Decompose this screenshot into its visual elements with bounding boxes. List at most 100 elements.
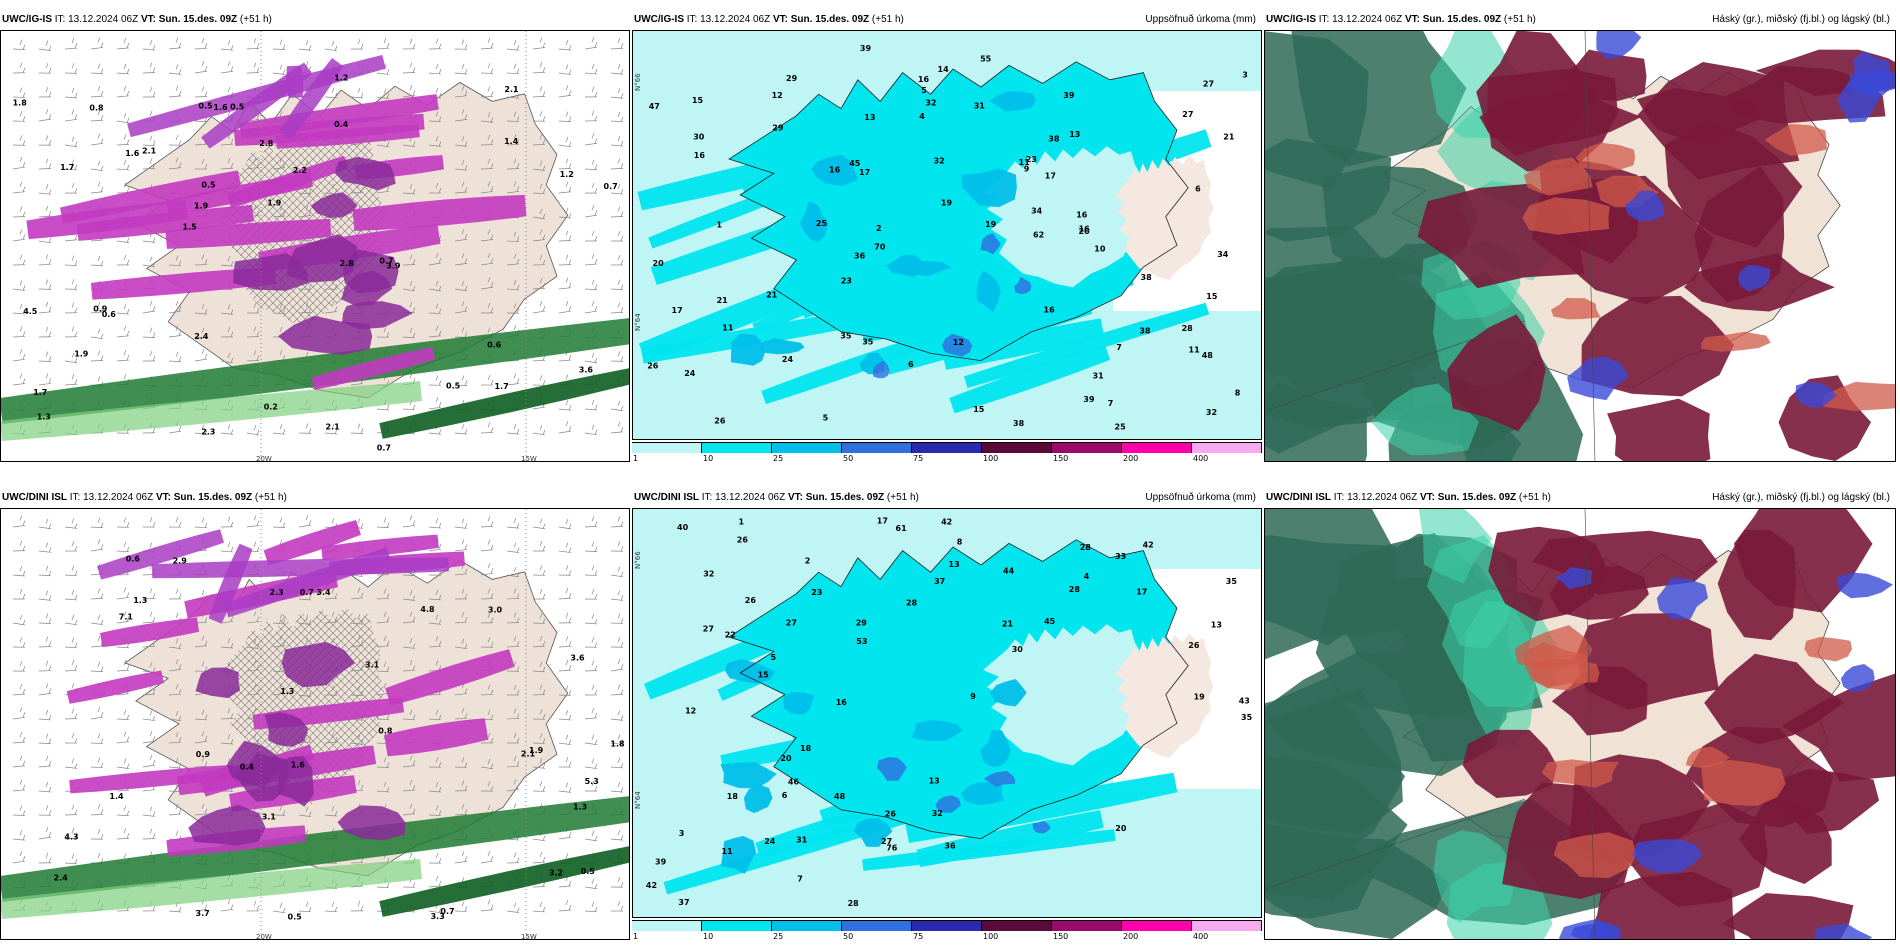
precip-low-east [983,624,1147,766]
value-label: 0.2 [264,403,278,412]
value-label: 21 [717,296,729,305]
precip-core-25 [980,729,1011,767]
precip-core-25 [783,692,815,715]
value-label: 39 [1063,91,1075,100]
high-cloud [1447,314,1546,432]
cloud-map [1265,31,1895,461]
mid-cloud-blue [1836,572,1893,599]
value-label: 7 [1116,343,1122,352]
low-cloud [1302,256,1457,385]
value-label: 0.6 [487,340,502,349]
value-label: 12 [953,338,964,347]
mid-cloud [1522,197,1610,235]
value-label: 5.3 [585,777,599,786]
value-label: 18 [727,792,739,801]
value-label: 43 [1239,697,1250,706]
value-label: 1.3 [37,412,51,421]
value-label: 3.0 [488,605,503,614]
value-label: 42 [1143,541,1154,550]
map-view[interactable]: 13 11 17 21 13 28 17 32 40 32 27 28 26 31 39 28 37 16 26 18… [632,508,1262,918]
value-label: 2.3 [201,428,215,437]
colorbar-tick: 1 [633,454,639,463]
value-label: 31 [796,835,808,844]
value-label: 20 [780,754,792,763]
value-label: 19 [941,199,953,208]
value-label: 34 [1217,250,1229,259]
precip-core [281,641,356,688]
mid-cloud-blue [1840,664,1875,692]
value-label: 0.9 [196,750,211,759]
value-label: 5 [921,86,927,95]
land-dry [1115,155,1214,280]
high-cloud [1607,398,1711,461]
value-label: 35 [1226,577,1238,586]
value-label: 39 [655,858,667,867]
wind-precip-map: 0.6 2.1 0.5 1.2 1.9 1.3 1.7 0.7 2.1 1.5 0.4 1.7 0.5 2… [1,31,629,461]
value-label: 7 [1108,399,1114,408]
precip-band-magenta [76,204,254,241]
value-label: 2.2 [293,166,307,175]
high-cloud [1575,613,1719,710]
precip-core-50 [983,771,1016,787]
value-label: 2 [805,557,811,566]
panel-title: UWC/IG-IS IT: 13.12.2024 06Z VT: Sun. 15… [2,14,272,25]
value-label: 45 [1044,617,1056,626]
value-label: 26 [737,536,749,545]
value-label: 4.5 [23,307,38,316]
map-view[interactable] [1264,30,1896,462]
precip-band-green [1,796,629,902]
panel-bottom-wind: UWC/DINI ISL IT: 13.12.2024 06Z VT: Sun.… [0,488,630,940]
precip-colorbar: 1 10 25 50 75 100 150 200 400 [632,442,1262,463]
map-view[interactable] [1264,508,1896,940]
value-label: 3.6 [579,365,594,374]
value-label: 8 [1235,389,1241,398]
precip-band-lightgreen [1,859,422,919]
value-label: 48 [834,792,846,801]
value-label: 17 [1136,588,1147,597]
grid-line [1265,798,1526,890]
precip-core [337,805,406,841]
colorbar-tick: 200 [1123,454,1139,463]
value-label: 1.8 [610,739,625,748]
mid-cloud-blue [1813,923,1873,939]
value-label: 0.6 [126,554,141,563]
colorbar-swatch [702,443,772,453]
colorbar-tick: 25 [773,454,784,463]
precip-band-north [223,547,392,618]
value-label: 30 [693,133,705,142]
map-view[interactable]: 1.3 4.3 2.1 3.0 3.1 3.4 3.6 2.4 1.3 0.5 0.4 1.6 7.1 4… [0,508,630,940]
map-view[interactable]: 19 21 24 16 26 38 17 29 27 11 15 36 39 32 21 17 26 38 29 34… [632,30,1262,440]
panel-variable-title: Háský (gr.), miðský (fj.bl.) og lágský (… [1712,492,1890,503]
value-label: 0.7 [377,443,391,452]
mid-cloud-blue [1632,839,1703,873]
value-label: 48 [1202,351,1214,360]
value-label: 12 [772,91,783,100]
value-label: 32 [934,156,945,165]
colorbar-tick: 50 [843,932,854,941]
precip-band-magenta [165,218,332,249]
colorbar-swatch [982,443,1052,453]
value-label: 16 [694,151,706,160]
value-label: 21 [1223,133,1235,142]
value-label: 27 [1203,80,1214,89]
value-label: 16 [836,698,848,707]
mid-cloud [1576,142,1636,171]
value-label: 17 [859,168,870,177]
value-label: 1.9 [529,746,544,755]
value-label: 17 [877,517,888,526]
value-label: 4 [1084,572,1090,581]
value-label: 13 [1211,621,1222,630]
grid-line [1584,509,1596,939]
colorbar-swatch [1192,921,1262,931]
value-label: 23 [1026,155,1037,164]
value-label: 62 [1033,231,1044,240]
mid-cloud-blue [1624,190,1665,222]
high-cloud [1476,31,1597,157]
precip-band-magenta [166,172,314,215]
low-cloud-edge [1433,830,1518,924]
value-label: 24 [782,355,794,364]
value-label: 38 [1013,419,1025,428]
colorbar-tick: 100 [983,454,999,463]
map-view[interactable]: 0.6 2.1 0.5 1.2 1.9 1.3 1.7 0.7 2.1 1.5 0.4 1.7 0.5 2… [0,30,630,462]
precip-band-magenta [321,534,439,561]
